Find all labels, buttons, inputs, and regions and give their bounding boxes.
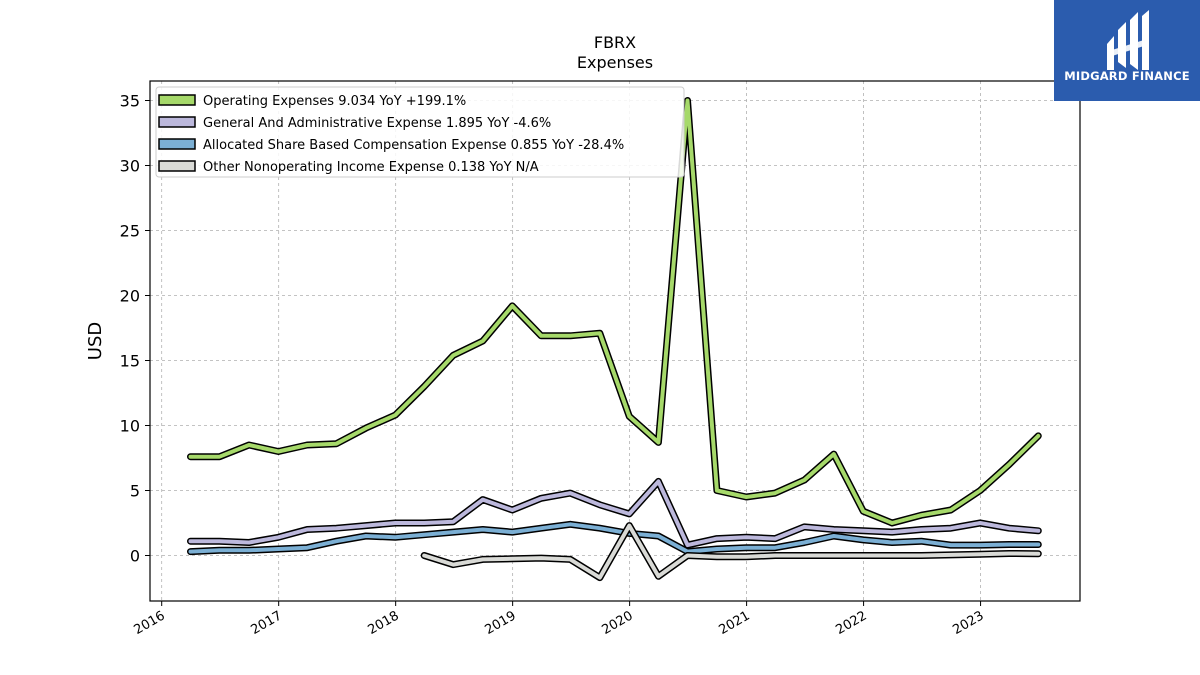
- series-2: [187, 520, 1042, 556]
- x-tick-label: 2016: [132, 608, 168, 638]
- series-1: [187, 477, 1042, 549]
- y-tick-label: 10: [120, 417, 140, 436]
- y-tick-label: 25: [120, 222, 140, 241]
- series-line: [188, 98, 1041, 525]
- y-tick-label: 0: [130, 547, 140, 566]
- legend-swatch: [158, 116, 196, 128]
- chart-subtitle: Expenses: [577, 53, 653, 72]
- series-line: [188, 522, 1041, 554]
- legend-item: Other Nonoperating Income Expense 0.138 …: [158, 160, 539, 175]
- y-tick-label: 20: [120, 287, 140, 306]
- legend-swatch: [158, 138, 196, 150]
- x-tick-label: 2023: [950, 608, 986, 638]
- legend-item: General And Administrative Expense 1.895…: [158, 116, 551, 131]
- x-tick-label: 2017: [249, 608, 285, 638]
- plot-frame: [149, 80, 1081, 602]
- logo-mark-icon: [1107, 10, 1149, 70]
- y-tick-label: 5: [130, 482, 140, 501]
- logo-text: MIDGARD FINANCE: [1064, 69, 1190, 83]
- chart-title: FBRX: [594, 33, 636, 52]
- series-line: [188, 479, 1041, 548]
- legend-box: [155, 86, 685, 178]
- y-axis-label: USD: [85, 322, 106, 360]
- legend-label: Allocated Share Based Compensation Expen…: [203, 138, 624, 153]
- legend-item: Operating Expenses 9.034 YoY +199.1%: [158, 94, 466, 109]
- x-tick-label: 2019: [482, 608, 518, 638]
- y-axis-ticks: 0 5 10 15 20 25 30 35: [120, 92, 150, 566]
- x-tick-label: 2020: [599, 608, 635, 638]
- x-tick-label: 2021: [716, 608, 752, 638]
- y-tick-label: 30: [120, 157, 140, 176]
- midgard-finance-logo: MIDGARD FINANCE: [1054, 0, 1200, 101]
- x-tick-label: 2018: [366, 608, 402, 638]
- x-axis-ticks: 2016 2017 2018 2019 2020 2021 2022 2023: [132, 601, 987, 638]
- legend-label: Operating Expenses 9.034 YoY +199.1%: [203, 94, 466, 109]
- series-outline: [187, 477, 1042, 549]
- x-tick-label: 2022: [833, 608, 869, 638]
- y-tick-label: 15: [120, 352, 140, 371]
- y-tick-label: 35: [120, 92, 140, 111]
- legend-swatch: [158, 94, 196, 106]
- series-lines: [187, 97, 1042, 582]
- legend: Operating Expenses 9.034 YoY +199.1% Gene…: [155, 86, 685, 178]
- series-3: [420, 522, 1042, 582]
- legend-swatch: [158, 160, 196, 172]
- legend-label: Other Nonoperating Income Expense 0.138 …: [203, 160, 539, 175]
- series-line: [422, 523, 1041, 580]
- legend-label: General And Administrative Expense 1.895…: [203, 116, 551, 131]
- legend-item: Allocated Share Based Compensation Expen…: [158, 138, 624, 153]
- series-0: [187, 97, 1042, 527]
